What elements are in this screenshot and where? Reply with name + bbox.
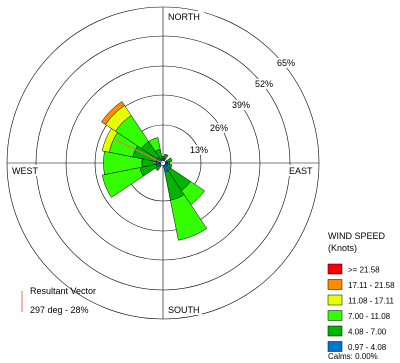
ring-label-3: 52% <box>255 79 273 89</box>
ring-label-4: 65% <box>277 58 295 68</box>
direction-south: SOUTH <box>168 305 200 315</box>
sector-1-bin-4 <box>101 101 125 125</box>
ring-label-2: 39% <box>232 100 250 110</box>
sector-12-bin-1 <box>161 155 165 159</box>
legend-swatch-3 <box>327 310 343 321</box>
legend-title: WIND SPEED <box>328 231 386 241</box>
resultant-vector-line <box>115 139 164 164</box>
legend-label-1: 17.11 - 21.58 <box>348 281 395 290</box>
direction-east: EAST <box>289 166 313 176</box>
sector-7-bin-2 <box>181 181 205 205</box>
sector-4-bin-2 <box>101 167 144 198</box>
legend-label-0: >= 21.58 <box>348 266 380 275</box>
legend-swatch-1 <box>327 279 343 290</box>
sector-5-bin-1 <box>155 165 161 171</box>
direction-west: WEST <box>12 166 39 176</box>
sector-8-bin-1 <box>166 163 173 169</box>
sector-10-bin-1 <box>166 157 173 163</box>
legend-label-3: 7.00 - 11.08 <box>348 312 391 321</box>
resultant-vector-title: Resultant Vector <box>30 286 96 296</box>
sector-2-bin-3 <box>101 128 118 153</box>
sectors-layer <box>101 101 208 241</box>
legend-swatch-2 <box>327 294 343 306</box>
legend-swatch-5 <box>327 341 343 352</box>
ring-label-0: 13% <box>190 145 208 155</box>
legend-swatch-0 <box>327 263 343 275</box>
resultant-vector-value: 297 deg - 28% <box>30 305 89 315</box>
sector-11-bin-1 <box>163 153 169 160</box>
ring-label-1: 26% <box>210 123 228 133</box>
legend-label-5: 0.97 - 4.08 <box>348 343 387 352</box>
direction-north: NORTH <box>168 12 200 22</box>
sector-0-bin-2 <box>148 137 161 152</box>
legend-subtitle: (Knots) <box>328 243 357 253</box>
legend-swatch-4 <box>327 325 343 337</box>
legend-calms: Calms: 0.00% <box>328 352 378 361</box>
legend-label-4: 4.08 - 7.00 <box>348 328 387 337</box>
legend-label-2: 11.08 - 17.11 <box>348 297 395 306</box>
legend-items: >= 21.58 17.11 - 21.58 11.08 - 17.11 7.00 -… <box>327 263 395 352</box>
ring-labels: 13% 26% 39% 52% 65% <box>189 58 296 155</box>
sector-6-bin-2 <box>170 194 208 241</box>
